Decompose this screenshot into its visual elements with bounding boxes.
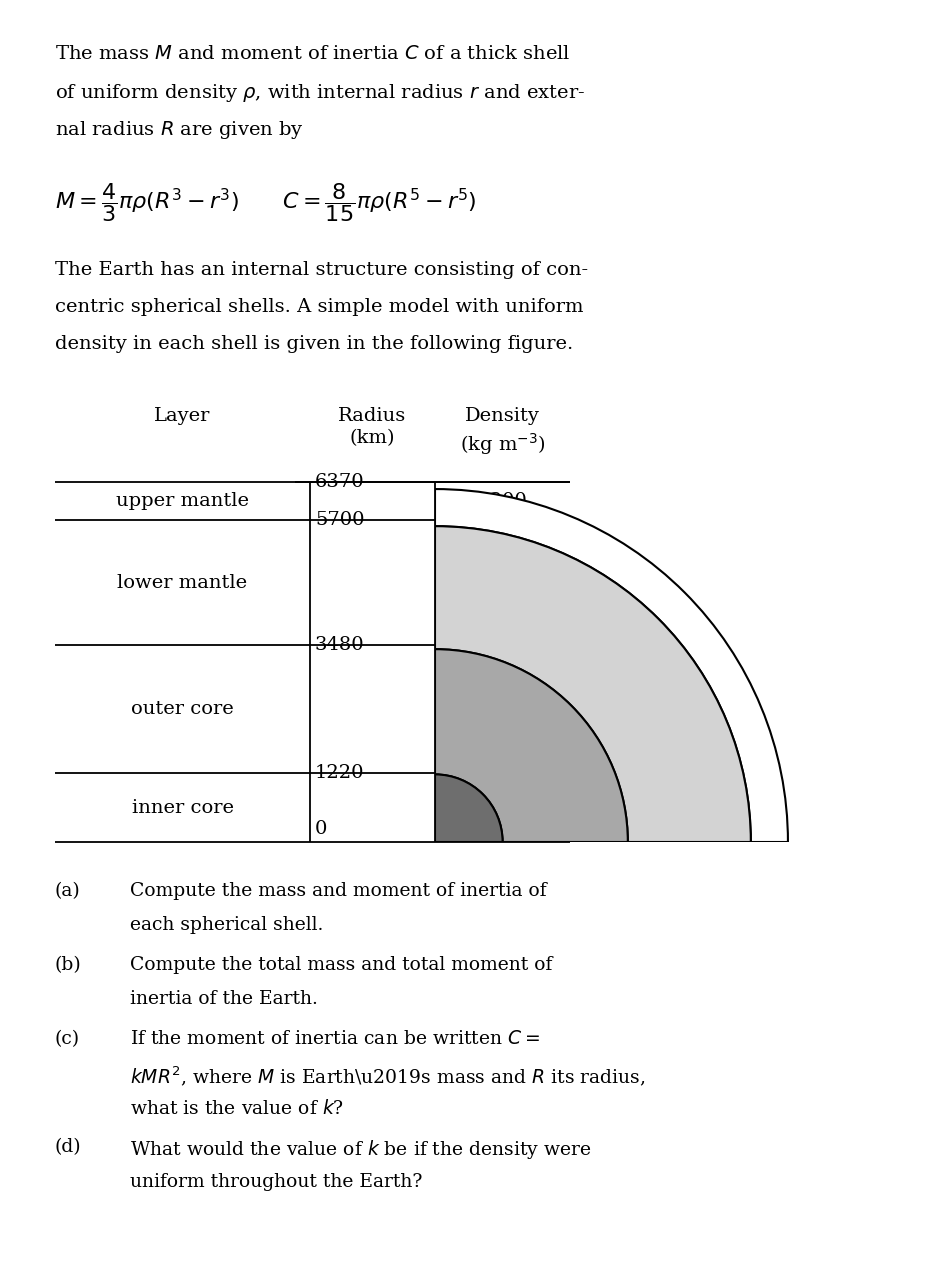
Text: density in each shell is given in the following figure.: density in each shell is given in the fo… — [55, 335, 574, 353]
Text: outer core: outer core — [131, 701, 234, 719]
Text: Radius
(km): Radius (km) — [338, 406, 407, 447]
Text: inner core: inner core — [132, 799, 233, 817]
Text: inertia of the Earth.: inertia of the Earth. — [130, 990, 318, 1009]
Text: (b): (b) — [55, 956, 82, 975]
Text: lower mantle: lower mantle — [118, 573, 247, 591]
Text: 13000: 13000 — [471, 799, 534, 817]
Text: 5700: 5700 — [315, 511, 364, 529]
Wedge shape — [435, 489, 788, 842]
Text: 1220: 1220 — [315, 764, 364, 782]
Text: (a): (a) — [55, 882, 81, 899]
Text: The Earth has an internal structure consisting of con-: The Earth has an internal structure cons… — [55, 261, 588, 279]
Text: of uniform density $\rho$, with internal radius $r$ and exter-: of uniform density $\rho$, with internal… — [55, 82, 585, 104]
Text: Compute the mass and moment of inertia of: Compute the mass and moment of inertia o… — [130, 882, 547, 899]
Text: Density
(kg m$^{-3}$): Density (kg m$^{-3}$) — [460, 406, 545, 457]
Text: upper mantle: upper mantle — [116, 492, 249, 510]
Text: What would the value of $k$ be if the density were: What would the value of $k$ be if the de… — [130, 1139, 592, 1162]
Text: nal radius $R$ are given by: nal radius $R$ are given by — [55, 118, 304, 141]
Text: 3480: 3480 — [315, 636, 365, 655]
Text: 0: 0 — [315, 820, 327, 838]
Text: 11000: 11000 — [471, 701, 534, 719]
Text: $kMR^2$, where $M$ is Earth\u2019s mass and $R$ its radius,: $kMR^2$, where $M$ is Earth\u2019s mass … — [130, 1065, 646, 1088]
Text: Layer: Layer — [155, 406, 210, 426]
Text: The mass $M$ and moment of inertia $C$ of a thick shell: The mass $M$ and moment of inertia $C$ o… — [55, 45, 571, 62]
Text: 3300: 3300 — [478, 492, 527, 510]
Text: (d): (d) — [55, 1139, 82, 1157]
Text: $M = \dfrac{4}{3}\pi\rho(R^3 - r^3)\quad\quad C = \dfrac{8}{15}\pi\rho(R^5 - r^5: $M = \dfrac{4}{3}\pi\rho(R^3 - r^3)\quad… — [55, 181, 477, 224]
Text: Compute the total mass and total moment of: Compute the total mass and total moment … — [130, 956, 553, 975]
Text: 6370: 6370 — [315, 473, 365, 490]
Wedge shape — [435, 775, 502, 842]
Text: what is the value of $k$?: what is the value of $k$? — [130, 1099, 344, 1119]
Text: (c): (c) — [55, 1029, 81, 1049]
Text: If the moment of inertia can be written $C=$: If the moment of inertia can be written … — [130, 1029, 540, 1049]
Wedge shape — [435, 526, 751, 842]
Text: uniform throughout the Earth?: uniform throughout the Earth? — [130, 1173, 423, 1191]
Wedge shape — [435, 650, 628, 842]
Text: 5000: 5000 — [478, 573, 527, 591]
Text: centric spherical shells. A simple model with uniform: centric spherical shells. A simple model… — [55, 298, 584, 316]
Text: each spherical shell.: each spherical shell. — [130, 916, 323, 935]
